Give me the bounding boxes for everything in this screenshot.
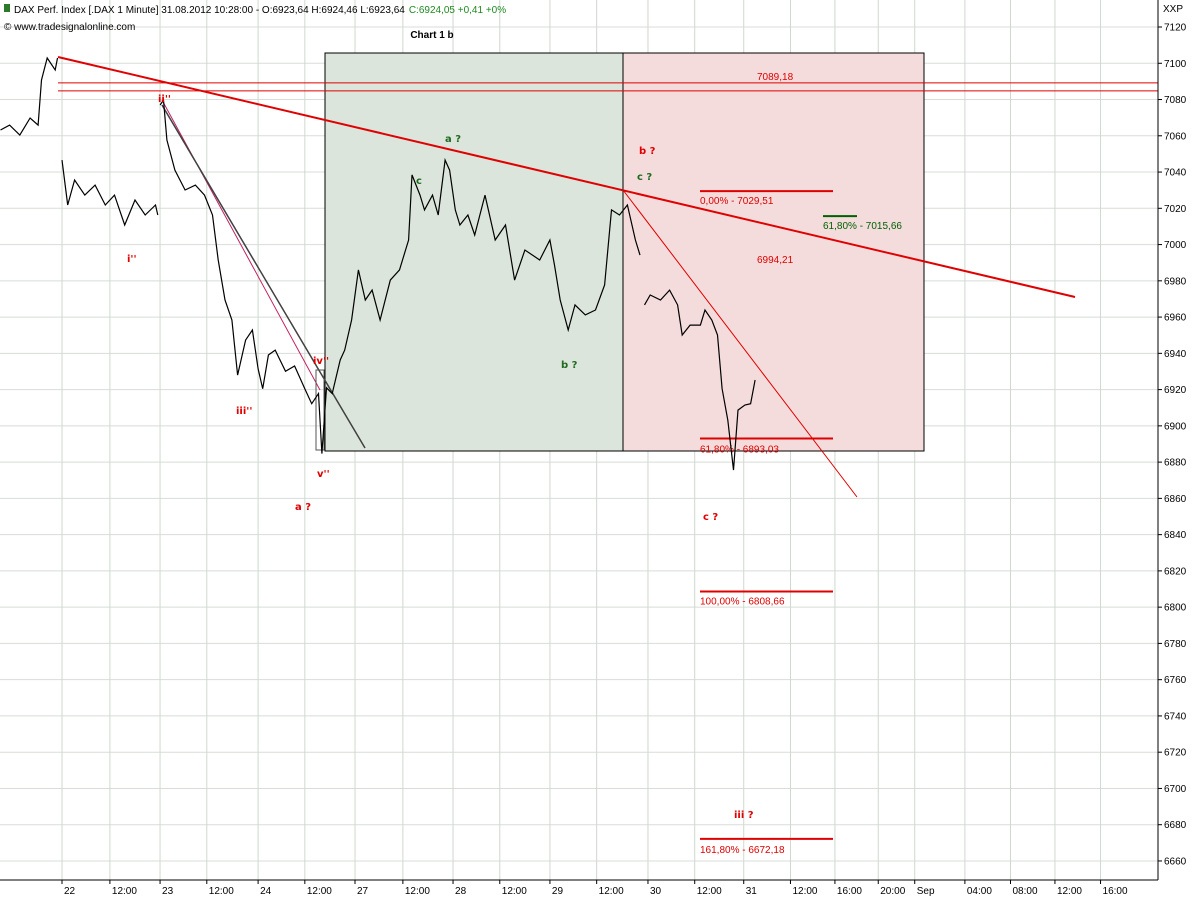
wave-label: a ? [445,134,461,145]
y-tick-label: 6980 [1164,276,1187,287]
x-tick-label: 29 [552,886,564,897]
y-tick-label: 6900 [1164,421,1187,432]
wave-label: i'' [127,254,137,265]
wave-label: c ? [637,172,652,183]
y-tick-label: 6860 [1164,494,1187,505]
x-tick-label: Sep [917,886,935,897]
icon [4,4,10,12]
corner-label: XXP [1163,4,1183,15]
x-tick-label: 12:00 [697,886,722,897]
x-tick-label: 27 [357,886,369,897]
wave-label: a ? [295,502,311,513]
x-tick-label: 12:00 [599,886,624,897]
x-tick-label: 04:00 [967,886,992,897]
wave-label: iii'' [236,406,252,417]
y-tick-label: 6920 [1164,385,1187,396]
red-zone [622,52,925,452]
y-tick-label: 6680 [1164,820,1187,831]
wave-label: v'' [317,469,330,480]
trend-line [622,189,858,498]
x-tick-label: 12:00 [502,886,527,897]
y-tick-label: 7020 [1164,204,1187,215]
header-close: C:6924,05 +0,41 +0% [409,5,506,16]
x-tick-label: 12:00 [307,886,332,897]
chart-title: Chart 1 b [410,30,453,41]
x-tick-label: 28 [455,886,467,897]
y-tick-label: 6660 [1164,856,1187,867]
x-tick-label: 12:00 [209,886,234,897]
level-label: 6994,21 [757,255,794,266]
y-tick-label: 7120 [1164,23,1187,34]
x-tick-label: 16:00 [837,886,862,897]
trend-line [161,104,366,449]
wave-label: iii ? [734,810,754,821]
y-tick-label: 7040 [1164,168,1187,179]
plot [0,56,756,471]
x-tick-label: 08:00 [1012,886,1037,897]
y-tick-label: 6880 [1164,458,1187,469]
level-label: 100,00% - 6808,66 [700,596,785,607]
y-tick-label: 6740 [1164,711,1187,722]
level-label: 0,00% - 7029,51 [700,196,774,207]
green-zone [324,52,624,452]
wave-label: c ? [703,512,718,523]
x-tick-label: 31 [746,886,758,897]
x-tick-label: 12:00 [1057,886,1082,897]
y-tick-label: 7060 [1164,131,1187,142]
x-tick-label: 12:00 [405,886,430,897]
y-tick-label: 6700 [1164,784,1187,795]
copyright: © www.tradesignalonline.com [4,22,135,33]
marker-box [315,369,325,451]
x-tick-label: 30 [650,886,662,897]
level-label: 61,80% - 7015,66 [823,221,902,232]
x-tick-label: 12:00 [792,886,817,897]
y-tick-label: 7080 [1164,95,1187,106]
levels: 7089,18 0,00% - 7029,51 61,80% - 7015,66 69… [58,72,1158,856]
header-instrument: DAX Perf. Index [.DAX 1 Minute] 31.08.20… [14,5,405,16]
wave-label: b ? [639,146,656,157]
level-label: 161,80% - 6672,18 [700,845,785,856]
y-tick-label: 6760 [1164,675,1187,686]
y-tick-label: 6800 [1164,603,1187,614]
level-label: 61,80% - 6893,03 [700,444,779,455]
x-tick-label: 16:00 [1103,886,1128,897]
price-line [0,56,756,471]
y-tick-label: 6940 [1164,349,1187,360]
level-label: 7089,18 [757,72,794,83]
x-tick-label: 20:00 [880,886,905,897]
y-tick-label: 7000 [1164,240,1187,251]
wave-label: iv'' [313,356,329,367]
y-tick-label: 6780 [1164,639,1187,650]
y-tick-label: 7100 [1164,59,1187,70]
x-tick-label: 22 [64,886,76,897]
wave-label: ii'' [158,94,171,105]
trend-line [57,56,1076,298]
x-tick-label: 24 [260,886,272,897]
wave-label: b ? [561,360,578,371]
y-tick-label: 6840 [1164,530,1187,541]
y-tick-label: 6960 [1164,313,1187,324]
y-tick-label: 6720 [1164,748,1187,759]
x-tick-label: 12:00 [112,886,137,897]
wave-label: c [416,176,422,187]
x-tick-label: 23 [162,886,174,897]
y-tick-label: 6820 [1164,566,1187,577]
